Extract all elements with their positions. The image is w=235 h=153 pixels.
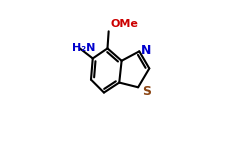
Text: H₂N: H₂N [72, 43, 95, 53]
Text: S: S [142, 86, 151, 99]
Text: OMe: OMe [110, 19, 138, 29]
Text: N: N [141, 44, 151, 57]
